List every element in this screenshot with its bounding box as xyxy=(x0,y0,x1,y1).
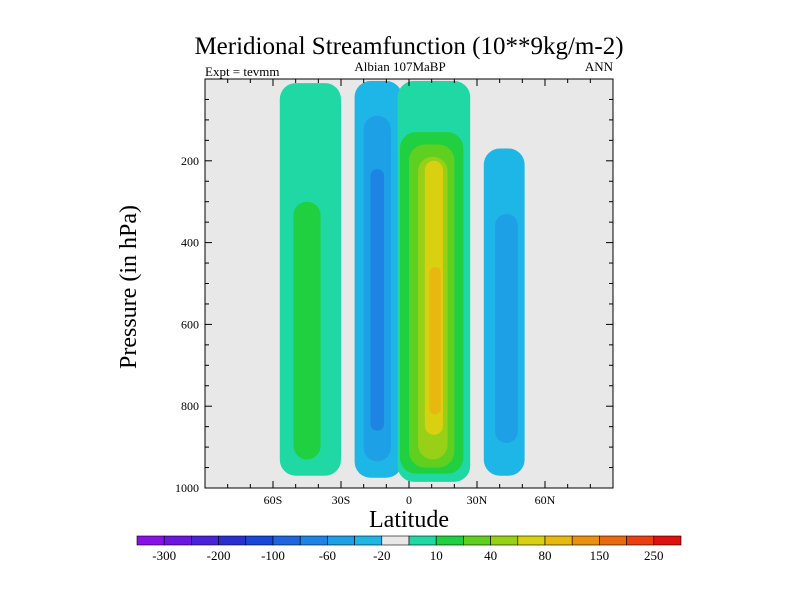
colorbar-swatch xyxy=(381,535,410,546)
colorbar-swatch xyxy=(490,535,519,546)
y-tick-label: 800 xyxy=(181,399,199,413)
colorbar-swatch xyxy=(354,535,383,546)
contour-southern-cell-core xyxy=(293,201,321,460)
colorbar-label: 250 xyxy=(644,548,664,563)
axis-ticks: 60S 30S 0 30N 60N 200 400 600 800 1000 xyxy=(175,79,613,507)
colorbar-swatch xyxy=(571,535,600,546)
subtitle-left: Expt = tevmm xyxy=(205,64,280,79)
x-tick-label: 0 xyxy=(406,493,412,507)
colorbar-swatch xyxy=(245,535,274,546)
colorbar-swatch xyxy=(517,535,546,546)
colorbar-swatch xyxy=(544,535,573,546)
colorbar-swatch xyxy=(191,535,219,546)
subtitle-right: ANN xyxy=(585,59,614,74)
colorbar-swatch xyxy=(163,535,192,546)
colorbar-swatch xyxy=(408,535,437,546)
colorbar-swatch xyxy=(272,535,301,546)
colorbar-swatch xyxy=(599,535,627,546)
colorbar-label: -20 xyxy=(373,548,390,563)
x-tick-label: 60N xyxy=(535,493,556,507)
colorbar-swatch xyxy=(653,535,682,546)
x-tick-label: 30S xyxy=(332,493,351,507)
y-tick-label: 400 xyxy=(181,236,199,250)
y-tick-label: 200 xyxy=(181,154,199,168)
y-axis-label: Pressure (in hPa) xyxy=(116,205,142,369)
x-axis-label: Latitude xyxy=(369,507,449,533)
y-tick-label: 1000 xyxy=(175,481,199,495)
subtitle-center: Albian 107MaBP xyxy=(354,59,445,74)
colorbar-label: 150 xyxy=(590,548,610,563)
contour-hadley-south-core xyxy=(370,168,385,431)
contour-hadley-north-core xyxy=(429,267,441,415)
colorbar-swatch xyxy=(299,535,328,546)
x-tick-label: 30N xyxy=(467,493,488,507)
contour-cells xyxy=(279,81,525,482)
colorbar: -300 -200 -100 -60 -20 10 40 80 150 250 xyxy=(136,535,682,563)
colorbar-swatch xyxy=(218,535,247,546)
colorbar-label: -60 xyxy=(319,548,336,563)
colorbar-swatch xyxy=(136,535,165,546)
colorbar-label: 10 xyxy=(430,548,443,563)
y-tick-label: 600 xyxy=(181,317,199,331)
colorbar-label: -100 xyxy=(261,548,285,563)
colorbar-label: -300 xyxy=(152,548,176,563)
colorbar-swatch xyxy=(435,535,464,546)
colorbar-swatch xyxy=(463,535,491,546)
colorbar-swatch xyxy=(626,535,655,546)
colorbar-label: 80 xyxy=(539,548,552,563)
chart-title: Meridional Streamfunction (10**9kg/m-2) xyxy=(194,33,623,60)
colorbar-swatch xyxy=(327,535,355,546)
colorbar-label: -200 xyxy=(207,548,231,563)
contour-northern-cell-core xyxy=(495,213,518,444)
colorbar-label: 40 xyxy=(484,548,497,563)
x-tick-label: 60S xyxy=(264,493,283,507)
